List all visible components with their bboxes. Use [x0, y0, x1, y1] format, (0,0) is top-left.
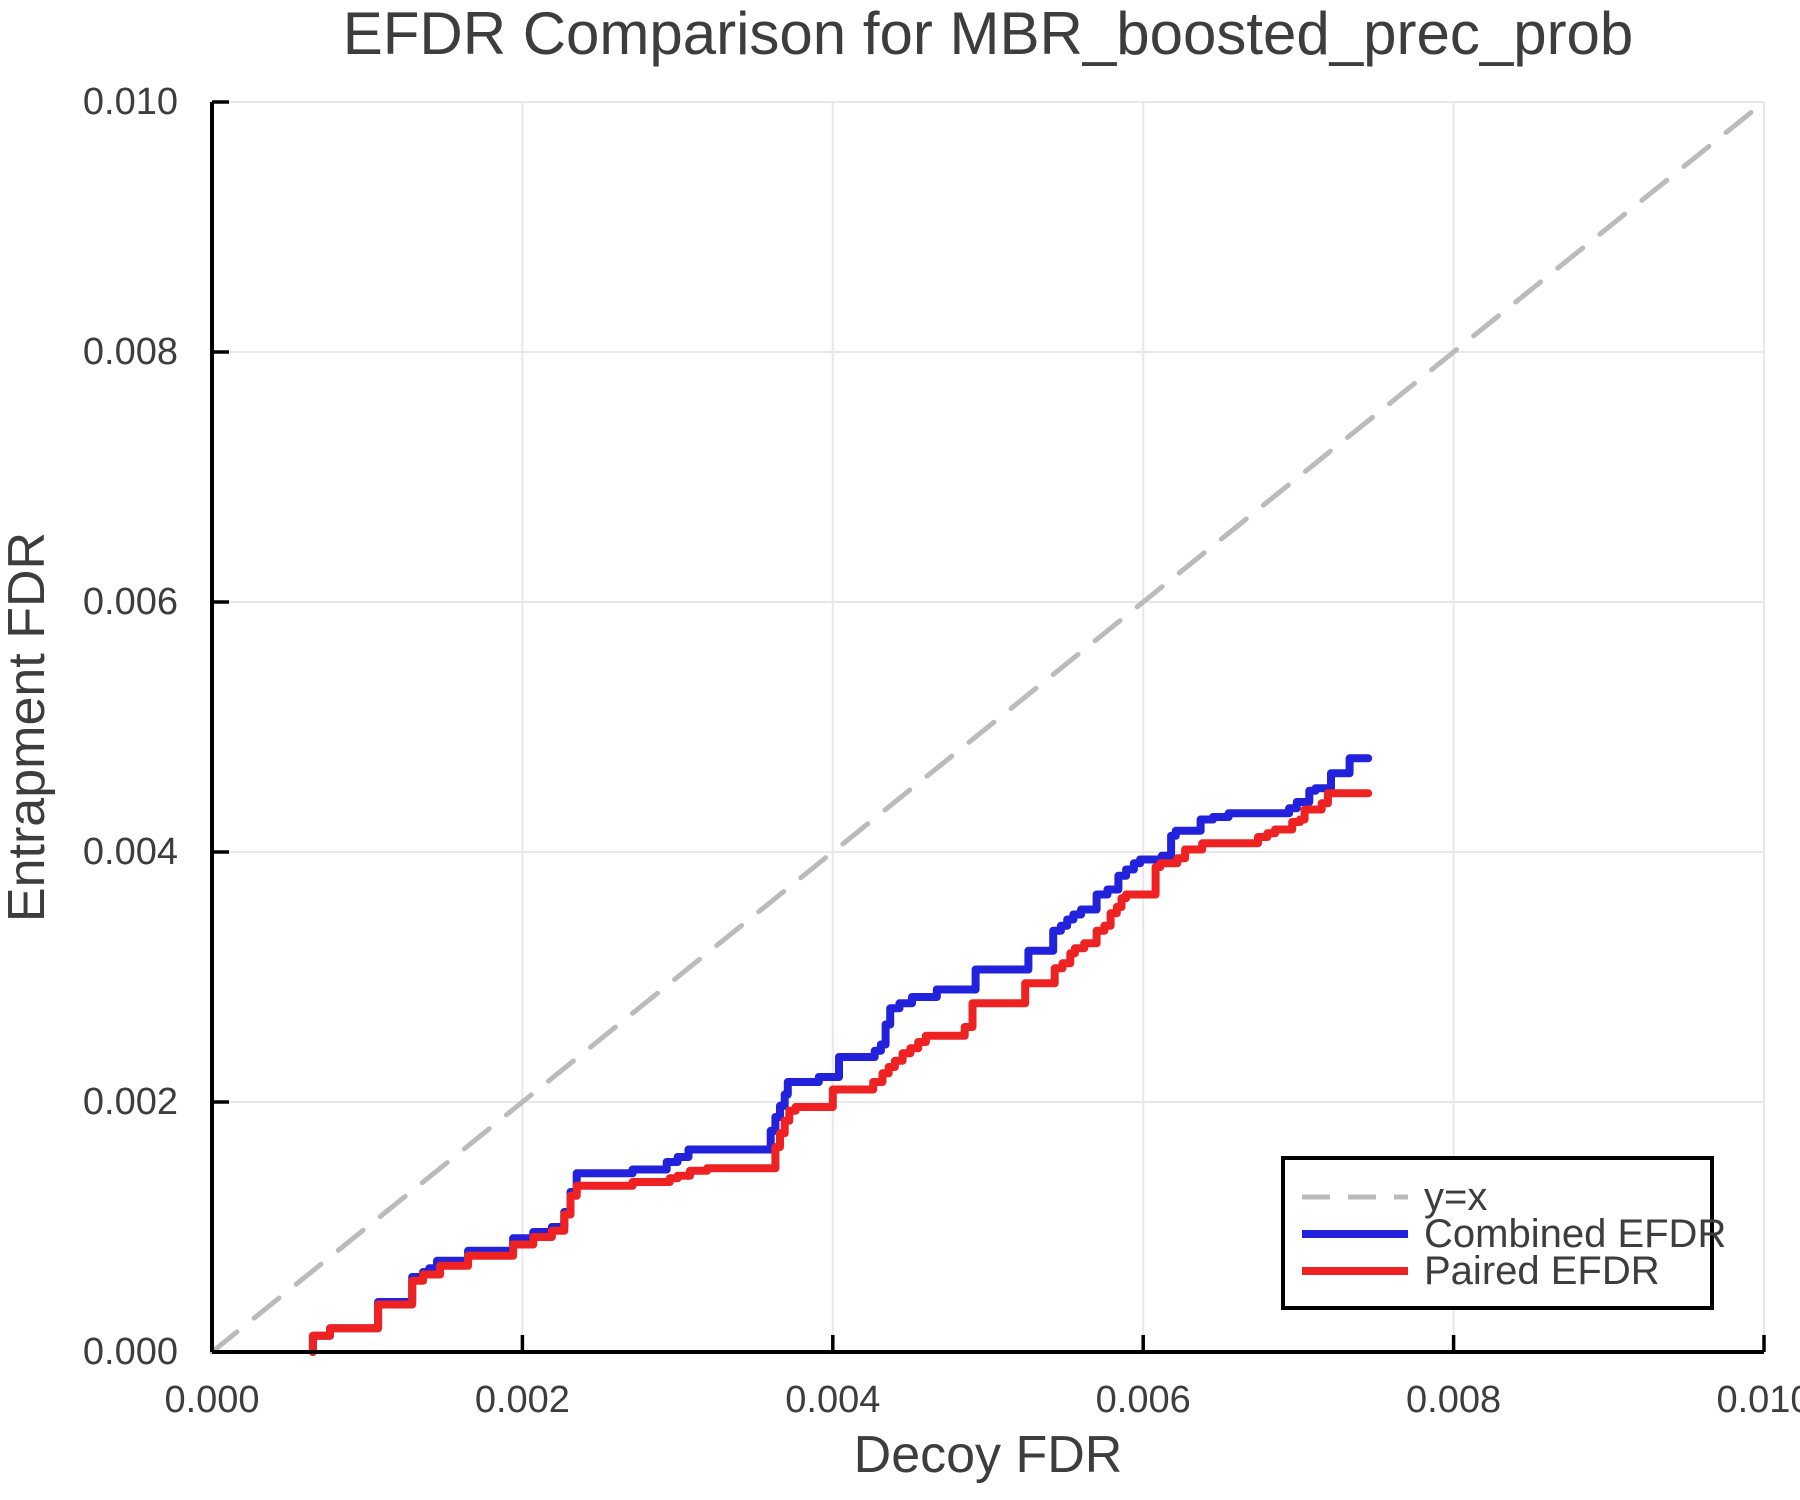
- chart-title: EFDR Comparison for MBR_boosted_prec_pro…: [343, 0, 1634, 67]
- y-tick-label: 0.000: [83, 1331, 178, 1373]
- axes: [210, 100, 1766, 1354]
- x-tick-label: 0.010: [1716, 1379, 1800, 1421]
- gridlines: [212, 101, 1765, 1352]
- x-tick-label: 0.004: [785, 1379, 880, 1421]
- series-line-y-x: [209, 99, 1767, 1355]
- series-line-combined-efdr: [308, 754, 1373, 1356]
- legend: y=x Combined EFDR Paired EFDR: [1281, 1156, 1726, 1310]
- x-tick-label: 0.002: [475, 1379, 570, 1421]
- legend-label-identity: y=x: [1424, 1175, 1487, 1219]
- x-tick-label: 0.008: [1406, 1379, 1501, 1421]
- x-axis-label: Decoy FDR: [854, 1426, 1123, 1484]
- x-tick-label: 0.006: [1096, 1379, 1191, 1421]
- series-lines: [209, 99, 1767, 1356]
- legend-label-combined: Combined EFDR: [1424, 1212, 1726, 1256]
- legend-label-paired: Paired EFDR: [1424, 1249, 1660, 1293]
- series-line-paired-efdr: [308, 789, 1373, 1356]
- x-tick-label: 0.000: [164, 1379, 259, 1421]
- y-tick-label: 0.004: [83, 831, 178, 873]
- y-tick-label: 0.008: [83, 331, 178, 373]
- y-tick-label: 0.010: [83, 81, 178, 123]
- tick-labels: 0.000 0.002 0.004 0.006 0.008 0.010 0.000 0.002…: [83, 81, 1800, 1421]
- y-tick-label: 0.002: [83, 1081, 178, 1123]
- y-tick-label: 0.006: [83, 581, 178, 623]
- y-axis-label: Entrapment FDR: [0, 532, 56, 922]
